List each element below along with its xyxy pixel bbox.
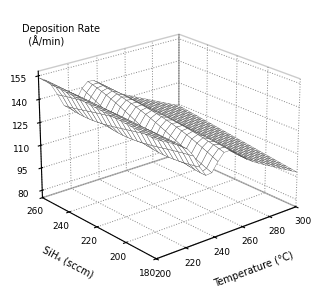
Y-axis label: SiH₄ (sccm): SiH₄ (sccm): [41, 245, 95, 280]
X-axis label: Temperature (°C): Temperature (°C): [212, 250, 294, 287]
Text: Deposition Rate
  (Å/min): Deposition Rate (Å/min): [22, 24, 100, 47]
